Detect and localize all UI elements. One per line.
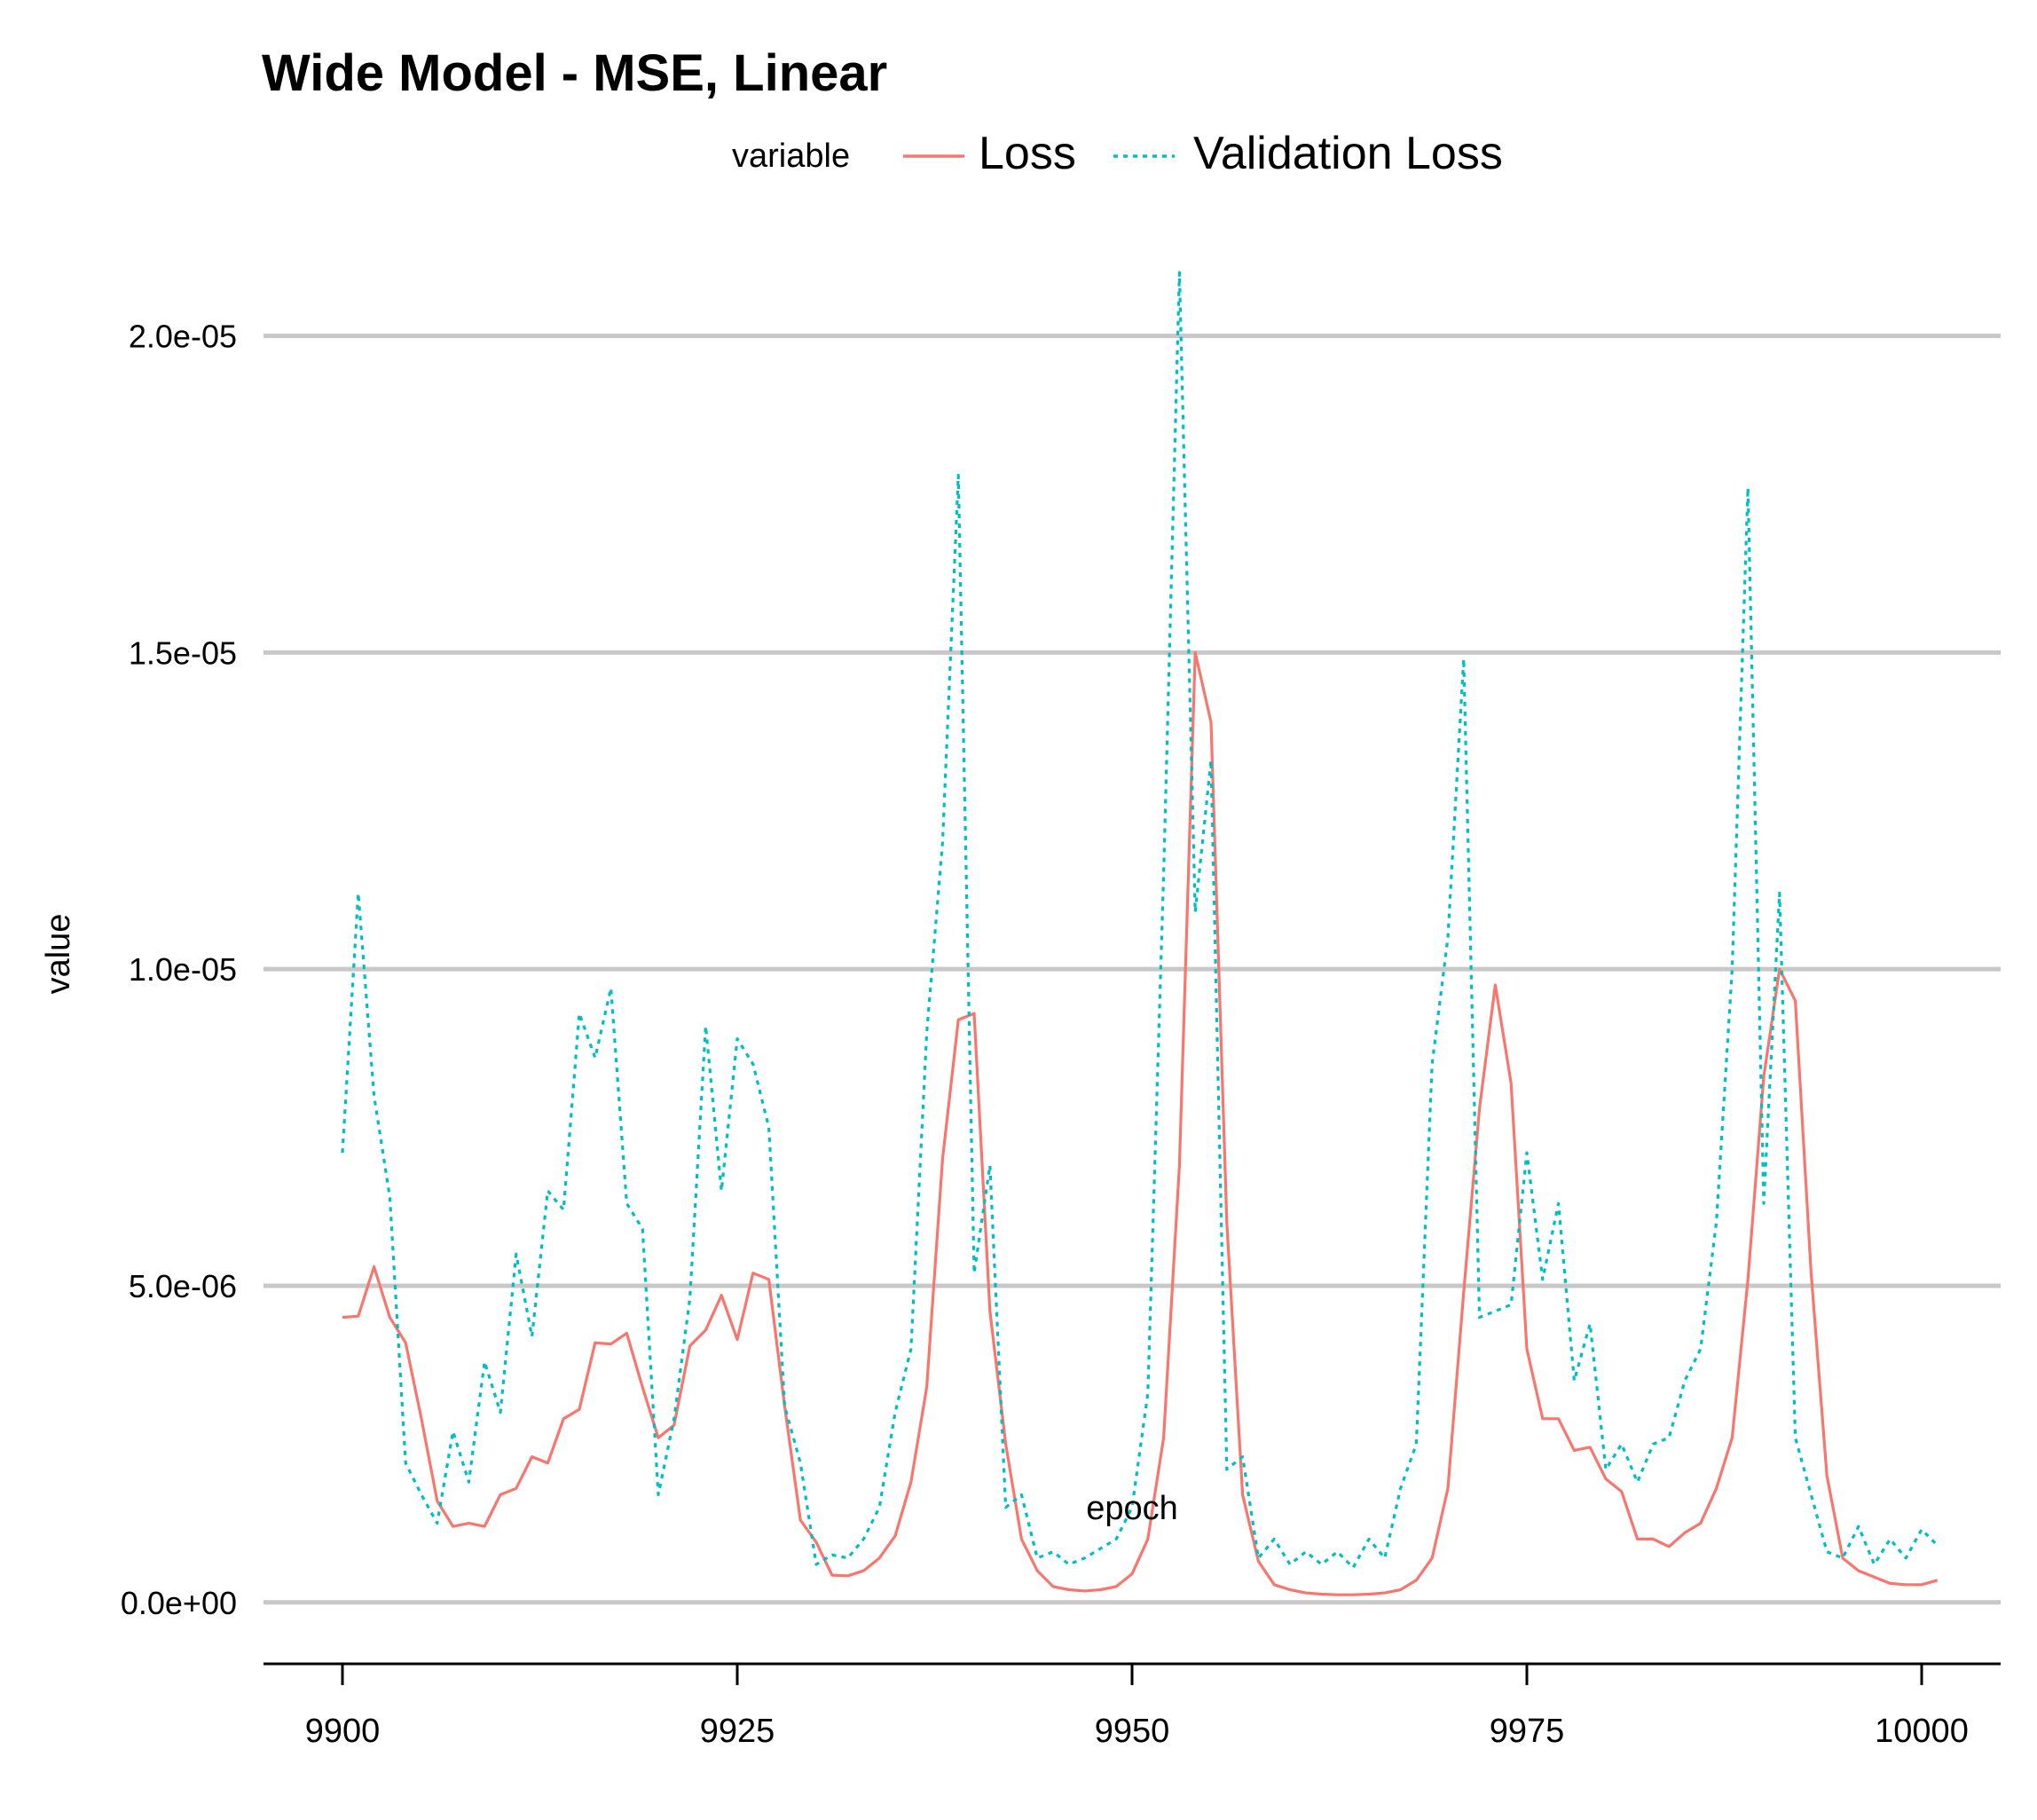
- series-layer: [341, 271, 1939, 1596]
- y-tick-label: 0.0e+00: [121, 1585, 237, 1621]
- x-tick-label: 9925: [700, 1713, 775, 1750]
- x-tick-label: 9950: [1095, 1713, 1170, 1750]
- y-tick-label: 1.5e-05: [129, 634, 237, 671]
- series-line-loss: [342, 650, 1939, 1596]
- y-tick-label: 1.0e-05: [129, 951, 237, 988]
- legend: variable Loss Validation Loss: [732, 128, 1503, 179]
- x-tick-label: 10000: [1875, 1713, 1969, 1750]
- y-axis: 0.0e+00 5.0e-06 1.0e-05 1.5e-05 2.0e-05: [121, 319, 237, 1621]
- x-tick-label: 9900: [305, 1713, 381, 1750]
- y-axis-label: value: [40, 914, 77, 995]
- gridlines: [263, 334, 2001, 1605]
- legend-label-loss: Loss: [979, 128, 1076, 179]
- chart-title: Wide Model - MSE, Linear: [262, 44, 887, 102]
- x-axis-label: epoch: [1086, 1490, 1178, 1527]
- legend-label-validation-loss: Validation Loss: [1193, 128, 1503, 179]
- y-tick-label: 5.0e-06: [129, 1268, 237, 1304]
- y-tick-label: 2.0e-05: [129, 319, 237, 355]
- x-axis: 9900 9925 9950 9975 10000: [263, 1662, 2001, 1750]
- x-tick-label: 9975: [1490, 1713, 1565, 1750]
- legend-title: variable: [732, 138, 850, 175]
